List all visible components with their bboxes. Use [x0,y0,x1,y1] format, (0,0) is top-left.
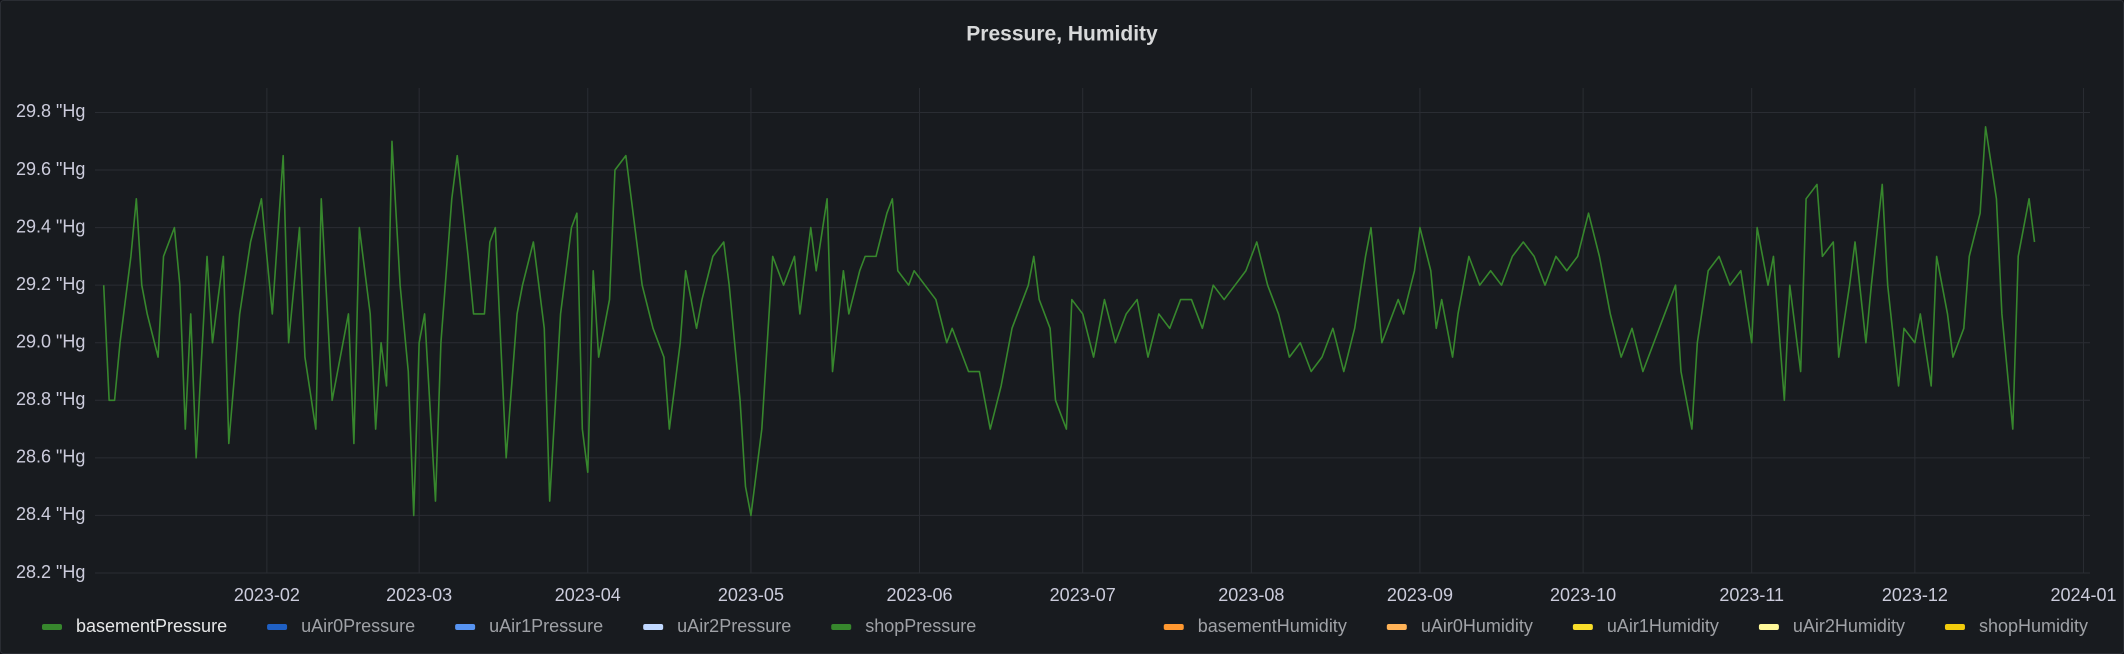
x-tick-label: 2023-06 [887,585,953,605]
legend-label: basementHumidity [1198,616,1347,636]
legend-item: basementHumidity [1163,616,1347,636]
y-tick-label: 28.4 "Hg [16,504,85,524]
x-tick-label: 2023-07 [1050,585,1116,605]
x-tick-label: 2023-03 [386,585,452,605]
legend-swatch [643,624,664,630]
legend-swatch [1572,624,1593,630]
x-tick-label: 2023-05 [718,585,784,605]
legend-swatch [1386,624,1407,630]
legend-label: uAir2Humidity [1793,616,1905,636]
y-tick-label: 29.2 "Hg [16,274,85,294]
y-tick-label: 29.6 "Hg [16,159,85,179]
legend-swatch [831,624,852,630]
legend-item: uAir1Humidity [1572,616,1719,636]
legend-swatch [1944,624,1965,630]
y-tick-label: 28.6 "Hg [16,447,85,467]
x-tick-label: 2023-11 [1719,585,1784,605]
legend-label: uAir0Humidity [1421,616,1533,636]
chart-title: Pressure, Humidity [966,23,1158,46]
legend-label: uAir1Pressure [489,616,603,636]
y-tick-label: 28.8 "Hg [16,389,85,409]
legend-label: uAir0Pressure [301,616,415,636]
line-series [102,126,2036,517]
legend-swatch [455,624,476,630]
legend-item: basementPressure [42,616,227,636]
legend-swatch [42,624,62,630]
legend-swatch [267,624,288,630]
legend-item: uAir2Humidity [1758,616,1905,636]
legend-swatch [1163,624,1184,630]
x-tick-label: 2023-10 [1550,585,1616,605]
legend-label: shopPressure [865,616,976,636]
y-tick-label: 29.0 "Hg [16,331,85,351]
legend-label: uAir1Humidity [1607,616,1719,636]
legend-label: basementPressure [76,616,227,636]
legend-item: uAir0Humidity [1386,616,1533,636]
legend-label: uAir2Pressure [677,616,791,636]
legend-item: shopHumidity [1944,616,2088,636]
y-tick-label: 29.8 "Hg [16,101,85,121]
legend-item: uAir1Pressure [455,616,603,636]
x-tick-label: 2023-04 [555,585,621,605]
y-tick-label: 28.2 "Hg [16,562,85,582]
legend-item: uAir2Pressure [643,616,791,636]
legend-swatch [1758,624,1779,630]
y-tick-label: 29.4 "Hg [16,216,85,236]
legend-item: uAir0Pressure [267,616,415,636]
x-tick-label: 2023-09 [1387,585,1453,605]
x-tick-label: 2023-02 [234,585,300,605]
legend-item: shopPressure [831,616,976,636]
x-tick-label: 2024-01 [2050,585,2116,605]
x-tick-label: 2023-12 [1882,585,1948,605]
x-tick-label: 2023-08 [1218,585,1284,605]
legend-label: shopHumidity [1979,616,2088,636]
